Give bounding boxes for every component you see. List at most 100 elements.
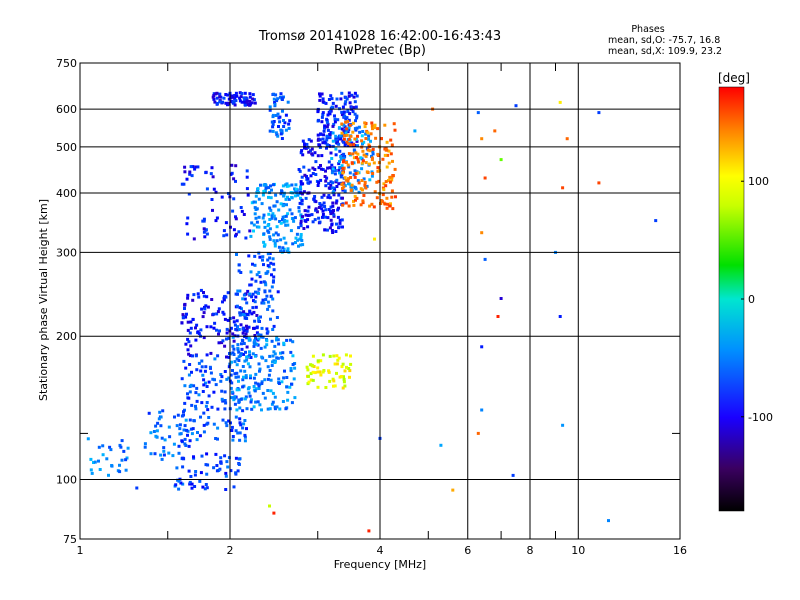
data-point — [235, 304, 239, 308]
data-point — [319, 359, 323, 363]
data-point — [211, 377, 215, 381]
data-point — [366, 148, 370, 152]
data-point — [216, 310, 220, 314]
data-point — [188, 172, 192, 176]
data-point — [248, 95, 252, 99]
data-point — [215, 312, 219, 316]
data-point — [321, 353, 325, 357]
data-point — [253, 319, 257, 323]
data-point — [261, 255, 265, 259]
data-point — [287, 197, 291, 201]
data-point — [211, 175, 215, 179]
data-point — [153, 452, 157, 456]
data-point — [237, 269, 241, 273]
data-point — [326, 216, 330, 220]
data-point — [290, 183, 294, 187]
data-point — [252, 223, 256, 227]
data-point — [269, 294, 273, 298]
x-tick-label: 2 — [227, 544, 234, 557]
data-point — [297, 206, 301, 210]
data-point — [190, 403, 194, 407]
data-point — [332, 122, 336, 126]
data-point — [294, 187, 298, 191]
data-point — [203, 307, 207, 311]
data-point — [320, 203, 324, 207]
data-point — [270, 120, 274, 124]
data-point — [223, 399, 227, 402]
data-point — [177, 451, 181, 455]
data-point — [273, 361, 277, 364]
data-point — [227, 336, 231, 340]
data-point — [269, 389, 273, 393]
data-point — [317, 166, 321, 170]
data-point — [349, 354, 352, 358]
data-point — [288, 208, 292, 212]
data-point — [319, 178, 323, 182]
data-point — [353, 91, 357, 95]
data-point — [224, 93, 228, 96]
data-point — [326, 195, 330, 199]
data-point — [361, 199, 365, 203]
data-point — [340, 113, 344, 117]
data-point — [336, 215, 340, 219]
data-point — [275, 356, 279, 360]
data-point — [493, 129, 497, 133]
data-point — [160, 436, 164, 440]
data-point — [316, 109, 320, 113]
data-point — [239, 206, 243, 209]
data-point — [324, 184, 328, 188]
data-point — [143, 442, 147, 446]
data-point — [311, 354, 315, 358]
data-point — [341, 362, 345, 366]
data-point — [292, 219, 296, 223]
data-point — [301, 243, 305, 247]
data-point — [353, 175, 357, 179]
data-point — [279, 249, 283, 253]
data-point — [248, 365, 252, 369]
data-point — [275, 239, 279, 243]
data-point — [276, 112, 280, 116]
data-point — [558, 315, 562, 318]
data-point — [192, 237, 196, 241]
data-point — [158, 410, 162, 414]
data-point — [362, 194, 366, 197]
data-point — [248, 309, 252, 313]
phases-info-title: Phases — [631, 24, 664, 35]
data-point — [313, 168, 317, 171]
data-point — [263, 225, 267, 229]
data-point — [257, 333, 261, 337]
data-point — [476, 431, 480, 435]
data-point — [233, 402, 237, 406]
data-point — [347, 125, 351, 129]
data-point — [383, 202, 387, 206]
data-point — [233, 103, 237, 107]
data-point — [252, 200, 256, 204]
data-point — [223, 407, 227, 411]
data-point — [227, 97, 231, 101]
data-point — [216, 437, 219, 441]
data-point — [338, 160, 341, 164]
data-point — [340, 122, 344, 126]
data-point — [273, 395, 277, 399]
data-point — [307, 138, 311, 142]
data-point — [321, 113, 325, 116]
data-point — [376, 127, 380, 131]
data-point — [253, 254, 257, 258]
data-point — [299, 224, 303, 228]
data-point — [248, 353, 252, 357]
data-point — [249, 234, 253, 238]
data-point — [243, 103, 247, 107]
data-point — [248, 292, 252, 296]
data-point — [255, 207, 259, 211]
y-axis-label: Stationary phase Virtual Height [km] — [37, 199, 50, 401]
data-point — [186, 433, 189, 437]
data-point — [326, 143, 329, 147]
data-point — [176, 413, 180, 417]
data-point — [257, 287, 261, 291]
data-point — [321, 111, 325, 115]
data-point — [514, 104, 518, 108]
data-point — [186, 328, 190, 332]
colorbar-tick-label: -100 — [748, 411, 773, 424]
data-point — [200, 401, 204, 405]
data-point — [235, 363, 239, 367]
